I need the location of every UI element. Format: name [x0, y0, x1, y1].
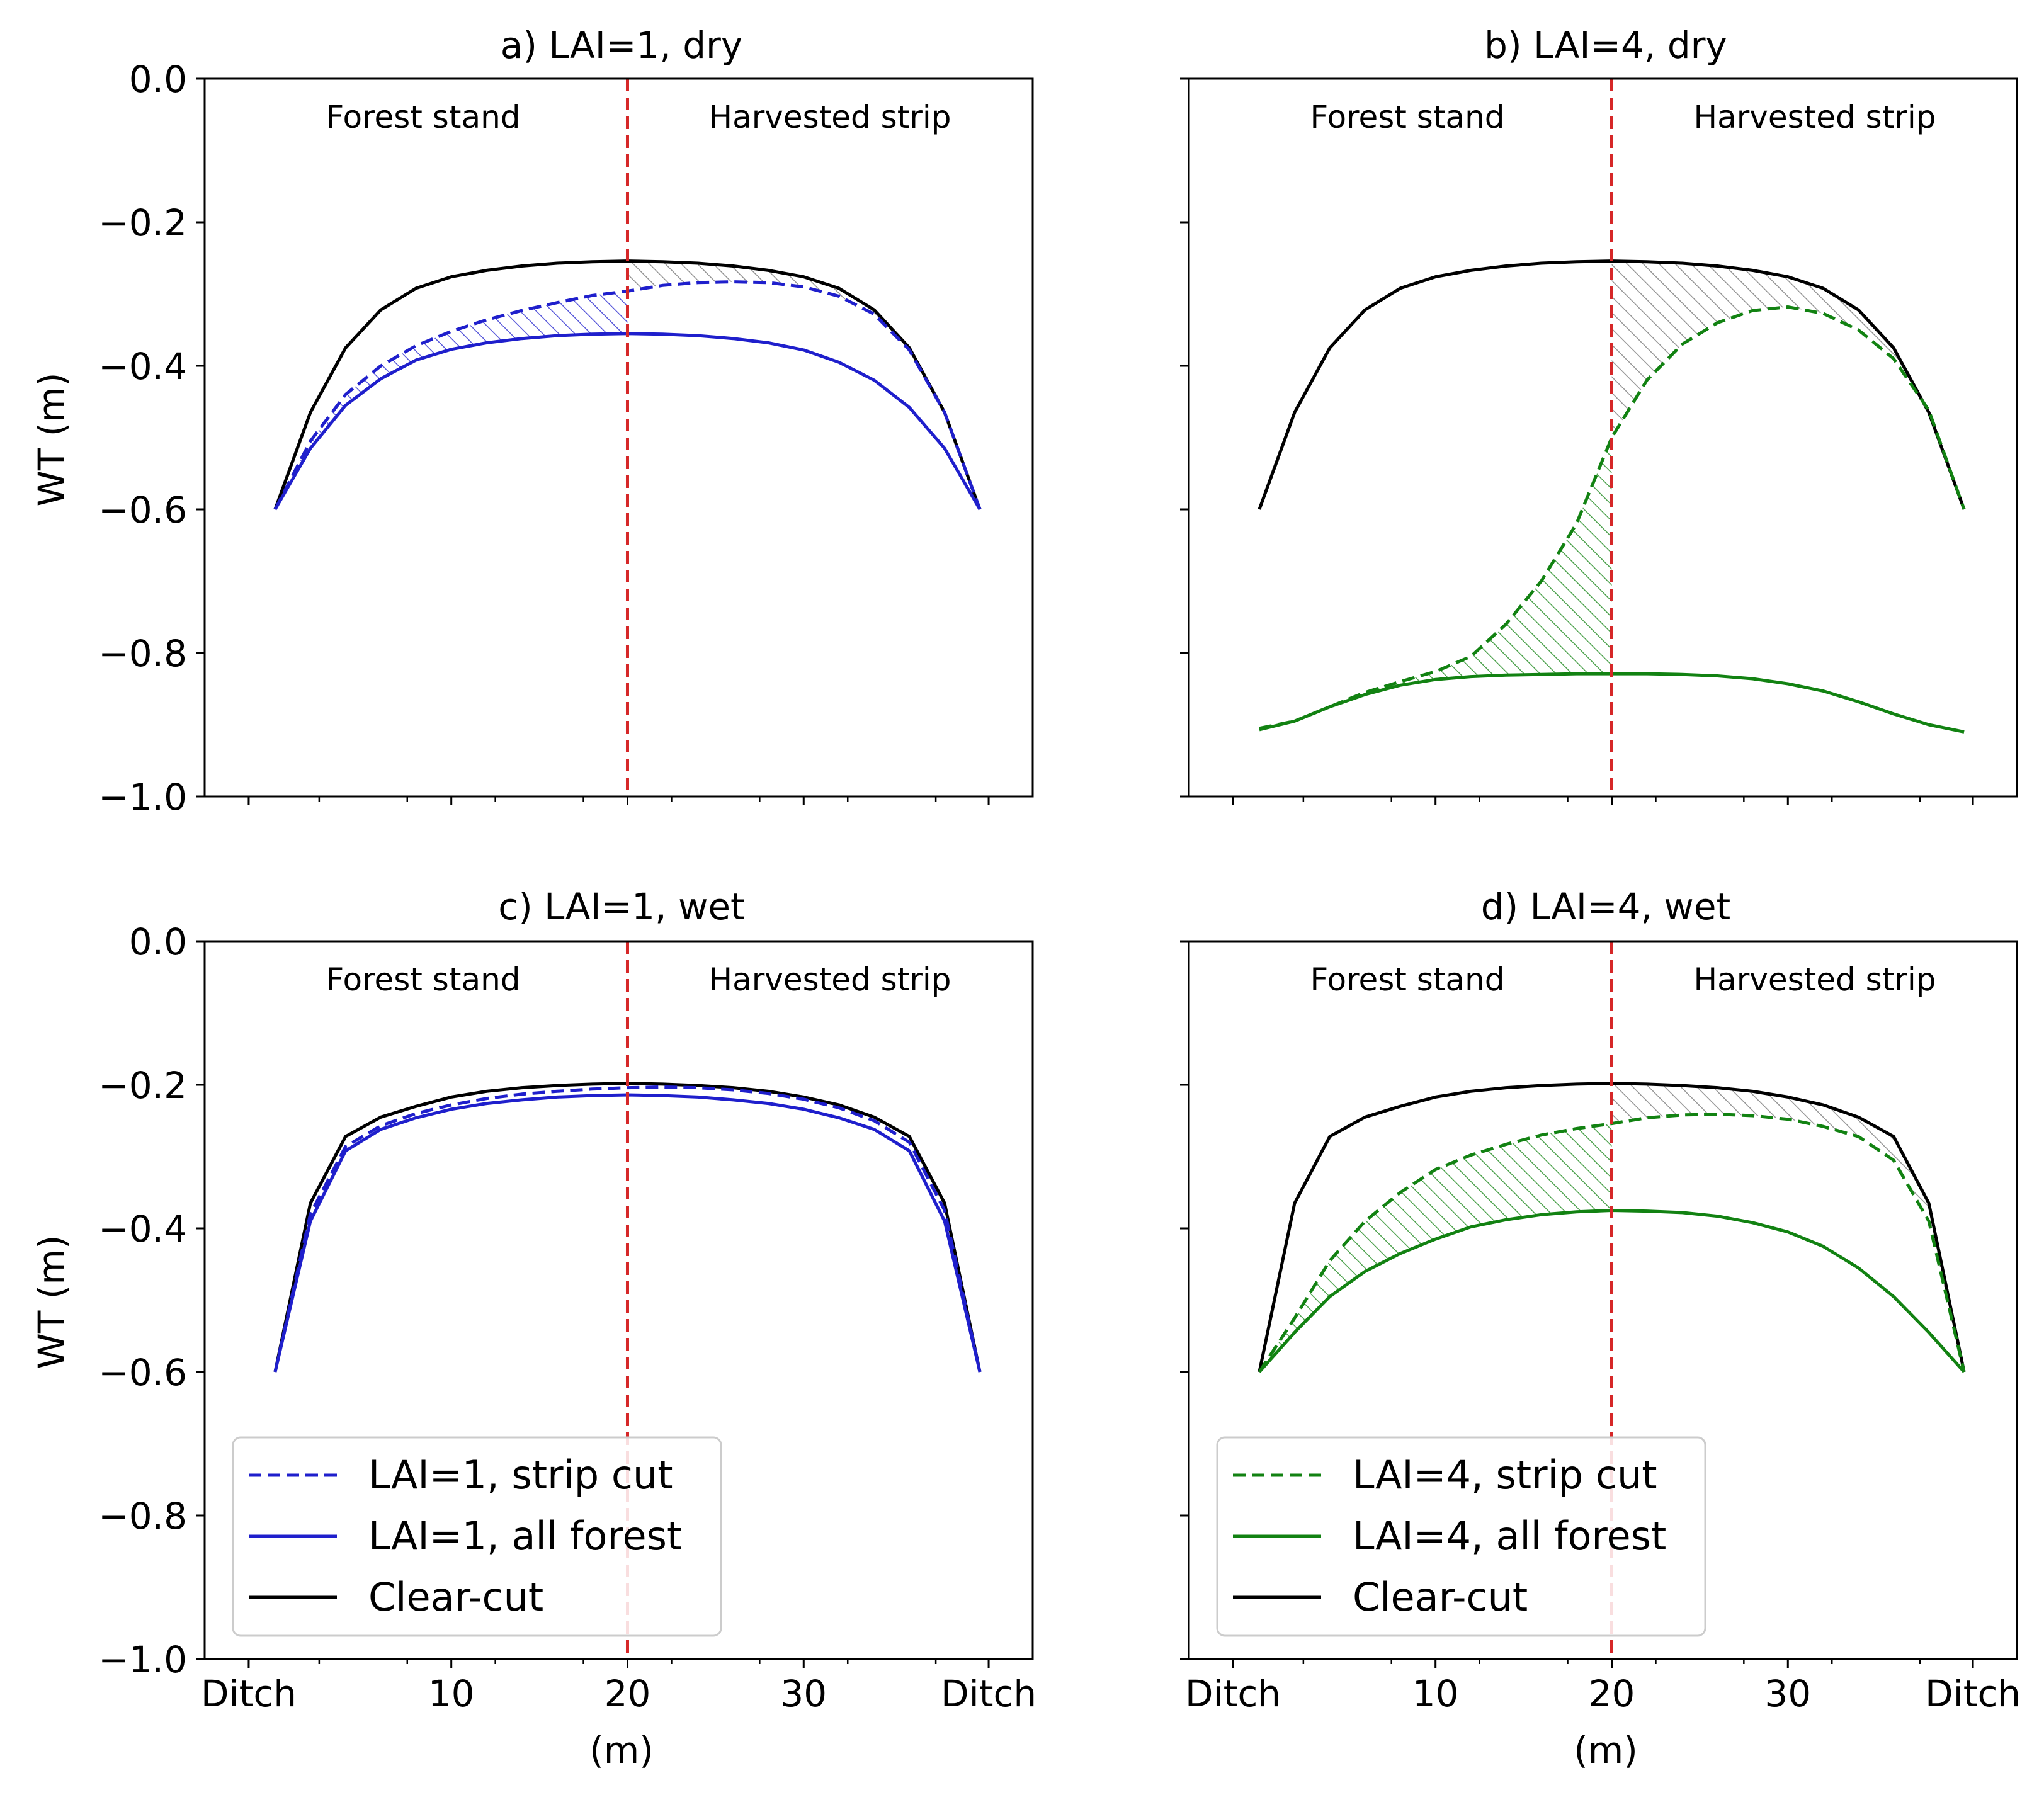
legend-label-strip-cut: LAI=4, strip cut: [1353, 1452, 1657, 1498]
x-tick-label: 20: [605, 1672, 651, 1715]
panel-title: b) LAI=4, dry: [1484, 24, 1727, 67]
x-tick-label: Ditch: [1925, 1672, 2021, 1715]
panel-title: c) LAI=1, wet: [498, 885, 745, 928]
axes-frame: [1188, 77, 2018, 798]
y-tick-label: −1.0: [98, 776, 187, 819]
region-label-forest: Forest stand: [326, 99, 520, 135]
panel-title: d) LAI=4, wet: [1481, 885, 1731, 928]
x-tick-label: 20: [1589, 1672, 1635, 1715]
legend-c: LAI=1, strip cut LAI=1, all forest Clear…: [232, 1436, 722, 1637]
x-axis-title: (m): [1574, 1729, 1638, 1772]
panel-c: c) LAI=1, wet WT (m) Forest stand Harves…: [30, 885, 1036, 1772]
region-label-forest: Forest stand: [1310, 961, 1504, 998]
legend-label-all-forest: LAI=1, all forest: [368, 1513, 682, 1559]
hatch-region-1: [1611, 1083, 1965, 1372]
x-tick-label: 30: [1764, 1672, 1811, 1715]
y-axis-title: WT (m): [30, 1235, 73, 1369]
hatch-regions: [1259, 261, 1965, 730]
series-line-lai-4-strip-cut: [1259, 305, 1966, 730]
legend-label-strip-cut: LAI=1, strip cut: [368, 1452, 673, 1498]
region-label-harvested: Harvested strip: [1693, 99, 1936, 135]
x-tick-label: Ditch: [941, 1672, 1036, 1715]
panel-a: a) LAI=1, dry WT (m) Forest stand Harves…: [30, 24, 1034, 819]
panel-b: b) LAI=4, dry Forest stand Harvested str…: [1180, 24, 2018, 805]
region-label-harvested: Harvested strip: [1693, 961, 1936, 998]
hatch-region-0: [1259, 438, 1612, 730]
region-label-harvested: Harvested strip: [708, 961, 951, 998]
legend-d: LAI=4, strip cut LAI=4, all forest Clear…: [1216, 1436, 1706, 1637]
axes-frame: [203, 77, 1034, 798]
region-label-forest: Forest stand: [1310, 99, 1504, 135]
legend-frame: [232, 1436, 722, 1637]
hatch-region-1: [627, 261, 980, 509]
axes-frame: [1188, 940, 2018, 1660]
panel-d: d) LAI=4, wet Forest stand Harvested str…: [1180, 885, 2021, 1772]
legend-label-clear-cut: Clear-cut: [1353, 1574, 1528, 1620]
y-axis-title: WT (m): [30, 373, 73, 507]
x-tick-label: Ditch: [1185, 1672, 1281, 1715]
y-tick-label: 0.0: [129, 58, 187, 101]
y-tick-label: −0.6: [98, 1351, 187, 1394]
y-tick-label: −0.2: [98, 201, 187, 244]
x-axis-title: (m): [589, 1729, 654, 1772]
hatch-region-1: [1611, 261, 1965, 509]
legend-frame: [1216, 1436, 1706, 1637]
x-tick-label: 10: [428, 1672, 475, 1715]
region-label-forest: Forest stand: [326, 961, 520, 998]
y-tick-label: −0.6: [98, 489, 187, 531]
x-tick-label: 10: [1412, 1672, 1459, 1715]
hatch-regions: [1259, 1083, 1965, 1372]
y-tick-label: −0.4: [98, 345, 187, 388]
region-label-harvested: Harvested strip: [708, 99, 951, 135]
legend-label-clear-cut: Clear-cut: [368, 1574, 543, 1620]
axes-frame: [203, 940, 1034, 1660]
x-tick-label: Ditch: [201, 1672, 297, 1715]
y-tick-label: −1.0: [98, 1638, 187, 1681]
y-tick-label: −0.4: [98, 1208, 187, 1250]
panel-title: a) LAI=1, dry: [501, 24, 742, 67]
y-tick-label: −0.2: [98, 1064, 187, 1107]
legend-label-all-forest: LAI=4, all forest: [1353, 1513, 1666, 1559]
hatch-region-0: [275, 291, 628, 509]
hatch-regions: [275, 261, 980, 509]
y-tick-label: 0.0: [129, 920, 187, 963]
series-line-lai-1-strip-cut: [273, 1085, 982, 1373]
hatch-region-0: [1259, 1123, 1612, 1372]
x-tick-label: 30: [780, 1672, 827, 1715]
y-tick-label: −0.8: [98, 1495, 187, 1538]
y-tick-label: −0.8: [98, 632, 187, 675]
